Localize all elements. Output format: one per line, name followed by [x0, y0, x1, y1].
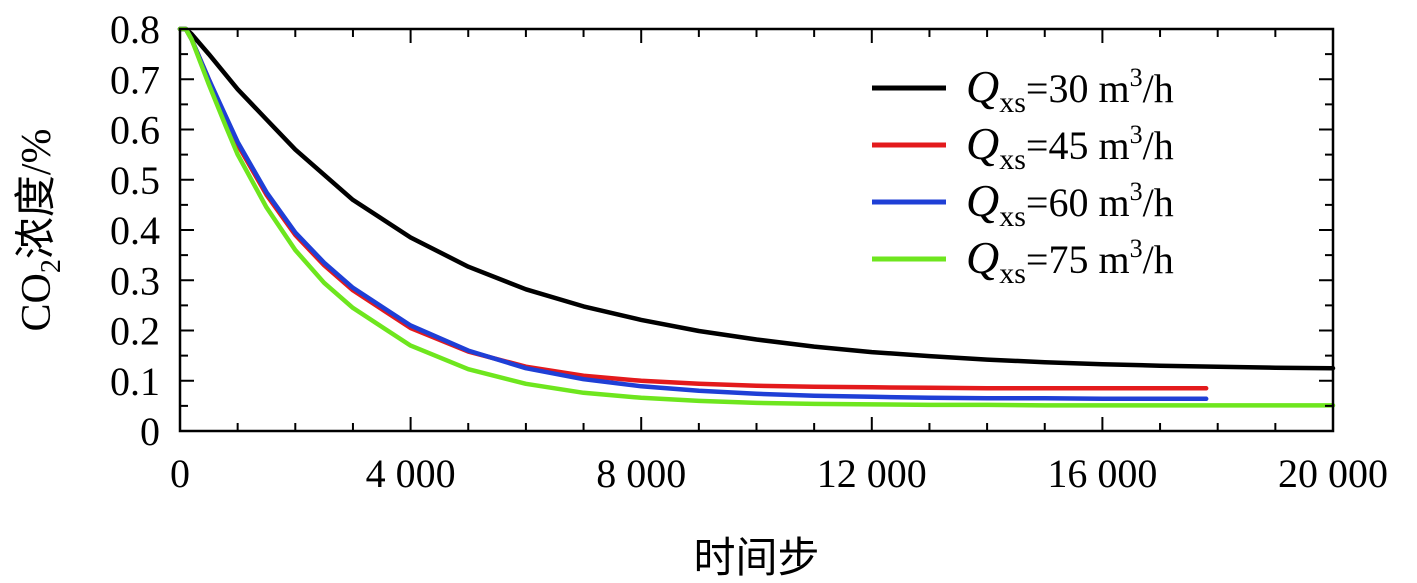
legend-superscript-1: 3: [1130, 63, 1143, 92]
series-line-1: [177, 26, 1336, 371]
x-tick-label-5: 20 000: [1278, 451, 1388, 496]
y-tick-label-0: 0: [140, 409, 160, 454]
x-tick-label-0: 0: [170, 451, 190, 496]
legend-text-4: =75 m: [1026, 237, 1130, 282]
series-layer: [177, 26, 1336, 408]
y-tick-label-3: 0.3: [110, 258, 160, 303]
y-tick-label-4: 0.4: [110, 208, 160, 253]
y-axis-title-subscript: 2: [36, 259, 67, 273]
x-tick-label-3: 12 000: [817, 451, 927, 496]
legend-symbol-4: Q: [966, 232, 999, 283]
y-tick-label-7: 0.7: [110, 57, 160, 102]
legend-label-1: Qxs=30 m3/h: [966, 61, 1174, 119]
y-tick-label-2: 0.2: [110, 309, 160, 354]
y-axis-title-prefix: CO: [14, 273, 60, 331]
y-tick-label-1: 0.1: [110, 359, 160, 404]
plot-frame: [178, 27, 1335, 433]
legend-label-2: Qxs=45 m3/h: [966, 118, 1174, 176]
y-tick-labels: 0 0.1 0.2 0.3 0.4 0.5 0.6 0.7 0.8: [110, 7, 160, 454]
y-tick-label-6: 0.6: [110, 108, 160, 153]
x-axis-title: 时间步: [693, 536, 819, 582]
x-tick-labels: 0 4 000 8 000 12 000 16 000 20 000: [170, 451, 1388, 496]
legend-subscript-2: xs: [999, 143, 1026, 176]
legend-unit-2: /h: [1143, 123, 1174, 168]
y-tick-label-5: 0.5: [110, 158, 160, 203]
y-axis-title: CO2浓度/%: [14, 128, 67, 331]
legend-text-2: =45 m: [1026, 123, 1130, 168]
legend-superscript-4: 3: [1130, 234, 1143, 263]
y-tick-label-8: 0.8: [110, 7, 160, 52]
y-axis-title-suffix: 浓度/%: [14, 128, 60, 259]
legend-text-3: =60 m: [1026, 180, 1130, 225]
legend-symbol-1: Q: [966, 61, 999, 112]
legend-symbol-3: Q: [966, 175, 999, 226]
legend-unit-1: /h: [1143, 66, 1174, 111]
legend-unit-3: /h: [1143, 180, 1174, 225]
x-tick-label-2: 8 000: [596, 451, 686, 496]
legend-label-3: Qxs=60 m3/h: [966, 175, 1174, 233]
legend-superscript-2: 3: [1130, 120, 1143, 149]
series-line-4: [177, 26, 1336, 408]
x-tick-label-1: 4 000: [366, 451, 456, 496]
legend-symbol-2: Q: [966, 118, 999, 169]
legend-subscript-4: xs: [999, 257, 1026, 290]
legend-label-4: Qxs=75 m3/h: [966, 232, 1174, 290]
series-line-3: [177, 26, 1209, 402]
legend-unit-4: /h: [1143, 237, 1174, 282]
legend-superscript-3: 3: [1130, 177, 1143, 206]
x-tick-label-4: 16 000: [1047, 451, 1157, 496]
legend-text-1: =30 m: [1026, 66, 1130, 111]
legend-subscript-1: xs: [999, 86, 1026, 119]
legend-subscript-3: xs: [999, 200, 1026, 233]
